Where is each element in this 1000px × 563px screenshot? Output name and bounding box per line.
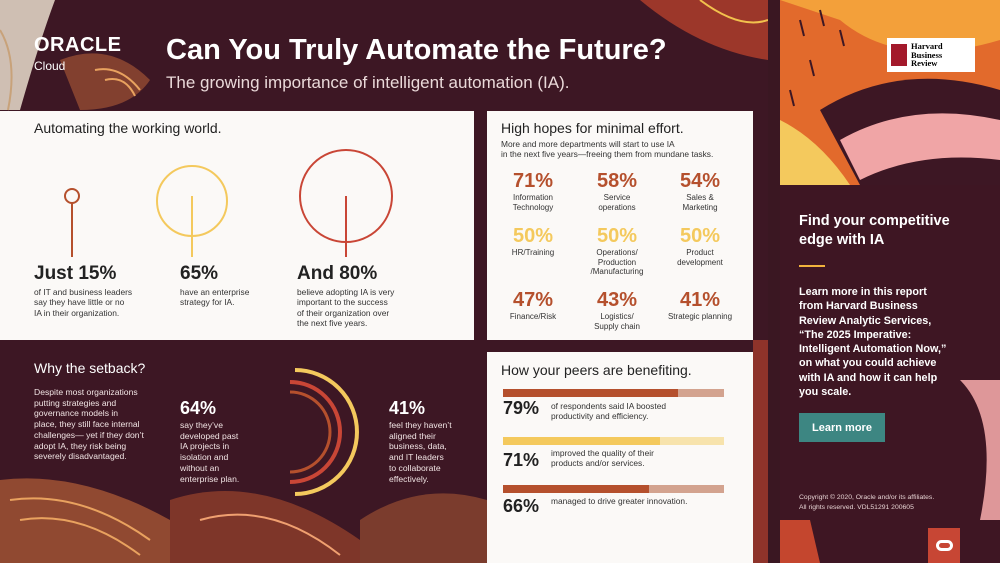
high-hopes-card: High hopes for minimal effort. More and … (487, 111, 753, 340)
dept-pct-service: 58% (596, 170, 638, 192)
dept-label-logistics: Logistics/Supply chain (594, 312, 640, 331)
dept-pct-logistics: 43% (596, 289, 638, 311)
hbr-logo: Harvard Business Review (887, 38, 975, 72)
arc-41-percent-inner (289, 390, 332, 474)
setback-left-desc: say they’ve developed past IA projects in i… (180, 420, 240, 484)
working-world-title: Automating the working world. (34, 120, 222, 136)
high-hopes-intro: More and more departments will start to … (501, 139, 714, 160)
sidebar-panel (780, 0, 1000, 563)
stat-80-value: And 80% (297, 263, 378, 284)
stat-15-value: Just 15% (34, 263, 117, 284)
high-hopes-title: High hopes for minimal effort. (501, 120, 684, 136)
peer-bar-fill-innovation (503, 485, 649, 493)
stat-65-desc: have an enterprise strategy for IA. (180, 287, 250, 308)
setback-text: Despite most organizations putting strate… (34, 387, 144, 462)
decorative-background (0, 0, 768, 563)
oracle-o-icon (935, 540, 953, 551)
sidebar-decorative-background (780, 0, 1000, 563)
peer-bar-quality (503, 437, 724, 445)
dept-pct-strategic: 41% (679, 289, 721, 311)
dept-pct-it: 71% (512, 170, 554, 192)
dept-pct-product: 50% (679, 225, 721, 247)
peers-card: How your peers are benefiting. (487, 352, 753, 563)
hbr-crest-icon (891, 44, 907, 66)
learn-more-button[interactable]: Learn more (799, 413, 885, 442)
setback-arcs (289, 368, 359, 496)
main-panel: ORACLE Cloud Can You Truly Automate the … (0, 0, 768, 563)
copyright-text: Copyright © 2020, Oracle and/or its affi… (799, 494, 935, 511)
arc-64-percent (294, 368, 359, 496)
dept-pct-finance: 47% (512, 289, 554, 311)
setback-left-value: 64% (180, 398, 217, 418)
dept-label-product: Product development (677, 248, 723, 267)
dept-label-sales: Sales & Marketing (682, 193, 718, 212)
dept-label-finance: Finance/Risk (509, 312, 557, 321)
setback-title: Why the setback? (34, 360, 146, 376)
dept-pct-hr: 50% (512, 225, 554, 247)
peer-pct-quality: 71% (503, 450, 540, 470)
stat-15-desc: of IT and business leaders say they have … (34, 287, 133, 318)
dept-label-strategic: Strategic planning (667, 312, 733, 321)
dept-label-hr: HR/Training (511, 248, 555, 257)
sidebar-divider (799, 265, 825, 267)
peer-bar-innovation (503, 485, 724, 493)
stat-80-desc: believe adopting IA is very important to … (297, 287, 395, 328)
peer-bar-fill-productivity (503, 389, 678, 397)
oracle-logo: ORACLE Cloud (34, 34, 121, 73)
peer-bar-productivity (503, 389, 724, 397)
sidebar-heading: Find your competitive edge with IA (799, 213, 950, 248)
peer-pct-innovation: 66% (503, 496, 540, 516)
setback-right-desc: feel they haven’t aligned their business, … (389, 420, 452, 484)
hbr-wordmark: Harvard Business Review (911, 40, 943, 69)
circle-15-percent (64, 188, 80, 204)
dept-pct-sales: 54% (679, 170, 721, 192)
dept-label-service: Service operations (598, 193, 636, 212)
working-world-card: Automating the working world. Just 15% o… (0, 111, 474, 340)
setback-right-value: 41% (389, 398, 426, 418)
stat-65-value: 65% (180, 263, 219, 284)
page-title: Can You Truly Automate the Future? (166, 34, 667, 66)
oracle-brand-sub: Cloud (34, 59, 66, 73)
peer-desc-innovation: managed to drive greater innovation. (551, 496, 688, 506)
page-subtitle: The growing importance of intelligent au… (166, 73, 570, 92)
dept-pct-operations: 50% (596, 225, 638, 247)
oracle-brand: ORACLE (34, 34, 122, 56)
dept-label-operations: Operations/Production/Manufacturing (590, 248, 644, 277)
peer-pct-productivity: 79% (503, 398, 540, 418)
peer-desc-productivity: of respondents said IA boosted productivi… (551, 401, 667, 422)
arc-41-percent-outer (289, 380, 342, 484)
peer-bar-fill-quality (503, 437, 660, 445)
peers-title: How your peers are benefiting. (501, 362, 692, 378)
sidebar-body: Learn more in this report from Harvard Bu… (799, 286, 947, 398)
dept-label-it: Information Technology (512, 193, 554, 212)
peer-desc-quality: improved the quality of their products an… (551, 448, 654, 469)
oracle-o-logo (928, 528, 960, 563)
working-world-circles (64, 149, 393, 257)
